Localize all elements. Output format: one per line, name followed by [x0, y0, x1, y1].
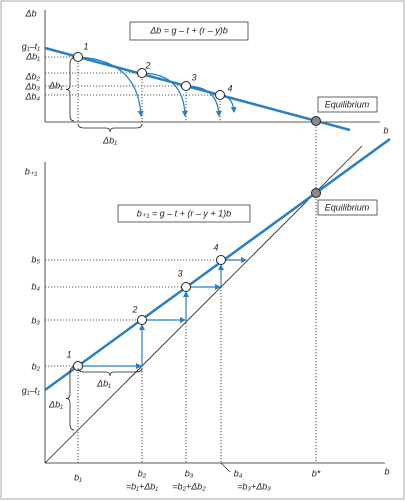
equation: b₊₁ = g – t + (r – y + 1)b	[137, 208, 231, 218]
y-label: b₄	[31, 281, 40, 291]
point-label: 2	[144, 60, 150, 70]
x-axis-label: b	[383, 125, 388, 135]
y-label: Δb₃	[24, 81, 40, 91]
brace	[65, 366, 75, 431]
brace	[77, 367, 143, 377]
point-label: 1	[83, 41, 88, 51]
x-label: b₂	[138, 468, 147, 478]
y-label: Δb₄	[24, 91, 40, 101]
equilibrium-point	[311, 188, 321, 198]
x-label: b₁	[74, 472, 82, 482]
point-label: 4	[227, 83, 232, 93]
point	[181, 81, 191, 91]
point-label: 4	[213, 242, 218, 252]
point-label: 1	[66, 349, 71, 359]
equilibrium-label: Equilibrium	[325, 99, 370, 109]
point-label: 3	[177, 268, 182, 278]
brace-label: Δb₁	[48, 399, 63, 409]
x-axis-label: b	[384, 466, 389, 476]
x-label-note: =b₂+Δb₂	[172, 481, 206, 491]
point	[137, 68, 147, 78]
y-label: Δb₁	[25, 51, 40, 61]
adjustment-arrow	[77, 56, 144, 117]
debt-line	[44, 137, 391, 392]
brace	[77, 123, 143, 133]
adjustment-arrow	[141, 72, 188, 117]
y-label: b₂	[32, 361, 41, 371]
brace-label: Δb₁	[102, 135, 117, 145]
b4-pointer	[220, 462, 231, 473]
debt-line	[44, 46, 351, 132]
point-label: 2	[131, 304, 137, 314]
equilibrium-box	[317, 199, 378, 216]
x-label-note: =b₃+Δb₃	[237, 481, 271, 491]
point	[216, 255, 226, 265]
y-axis-label: Δb	[24, 8, 36, 18]
y-label: b₃	[31, 315, 40, 325]
equilibrium-box	[317, 96, 378, 113]
x-label: b₄	[234, 468, 243, 478]
x-label: b*	[312, 468, 321, 478]
equation: Δb = g – t + (r – y)b	[149, 25, 228, 35]
point	[73, 52, 83, 62]
equilibrium-point	[311, 116, 321, 126]
brace-label: Δb₁	[48, 80, 63, 90]
equilibrium-label: Equilibrium	[325, 202, 370, 212]
point-label: 3	[191, 72, 196, 82]
point	[137, 315, 147, 325]
y-label: b₅	[31, 254, 40, 264]
y-axis-label: b₊₁	[25, 166, 38, 176]
point	[181, 282, 191, 292]
x-label-note: =b₁+Δb₁	[126, 481, 158, 491]
point	[215, 90, 225, 100]
y-label: Δb₂	[25, 71, 41, 81]
equation-box	[129, 21, 249, 41]
y-label: g₁–t₁	[22, 41, 40, 51]
equation-box	[117, 204, 251, 223]
brace	[65, 57, 75, 122]
point	[73, 361, 83, 371]
y-label: g₁–t₁	[22, 385, 40, 395]
brace-label: Δb₁	[96, 378, 111, 388]
x-label: b₃	[185, 468, 194, 478]
